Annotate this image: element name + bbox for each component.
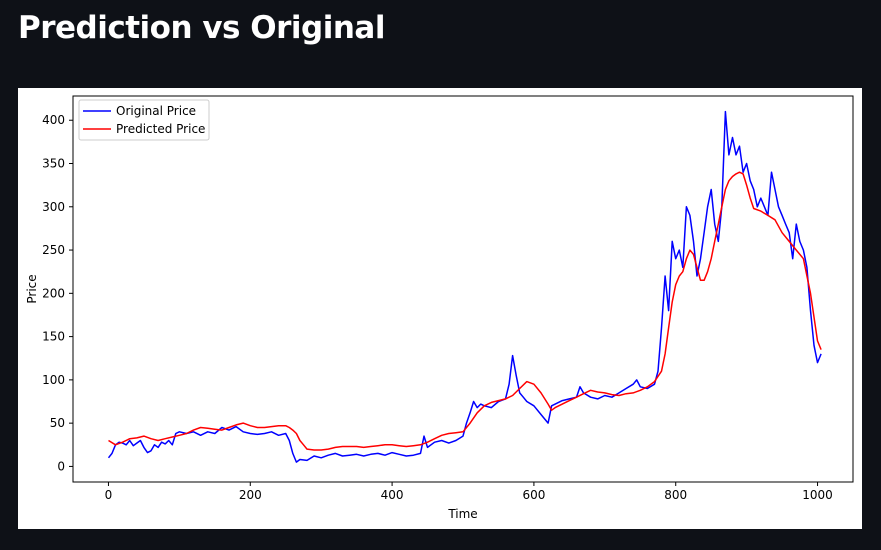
legend-box (78, 99, 210, 141)
y-tick-label: 350 (42, 157, 65, 171)
x-tick-label: 400 (381, 488, 404, 502)
x-axis-ticks: 0 200 400 600 800 1000 (105, 482, 833, 502)
series-line-predicted-price (108, 171, 822, 451)
page-title: Prediction vs Original (18, 10, 385, 46)
plot-lines (107, 110, 822, 463)
y-tick-label: 250 (42, 243, 65, 257)
y-tick-label: 300 (42, 200, 65, 214)
plot-frame (72, 95, 854, 483)
x-tick-label: 0 (105, 488, 113, 502)
x-tick-label: 800 (664, 488, 687, 502)
y-tick-label: 50 (50, 416, 65, 430)
y-tick-label: 200 (42, 286, 65, 300)
x-axis-label: Time (447, 507, 477, 521)
y-tick-label: 100 (42, 373, 65, 387)
legend-label-original: Original Price (116, 104, 196, 118)
chart-card: 0 200 400 600 800 1000 0 50 100 150 200 250 300 350 4… (18, 88, 862, 529)
y-axis-label: Price (25, 274, 39, 303)
line-chart: 0 200 400 600 800 1000 0 50 100 150 200 250 300 350 4… (25, 95, 854, 521)
legend-label-predicted: Predicted Price (116, 122, 205, 136)
x-tick-label: 600 (522, 488, 545, 502)
y-axis-ticks: 0 50 100 150 200 250 300 350 400 (42, 113, 73, 473)
y-tick-label: 400 (42, 113, 65, 127)
x-tick-label: 1000 (802, 488, 833, 502)
y-tick-label: 150 (42, 330, 65, 344)
x-tick-label: 200 (239, 488, 262, 502)
y-tick-label: 0 (57, 459, 65, 473)
series-line-original-price (107, 110, 822, 463)
legend: Original Price Predicted Price (78, 99, 210, 141)
